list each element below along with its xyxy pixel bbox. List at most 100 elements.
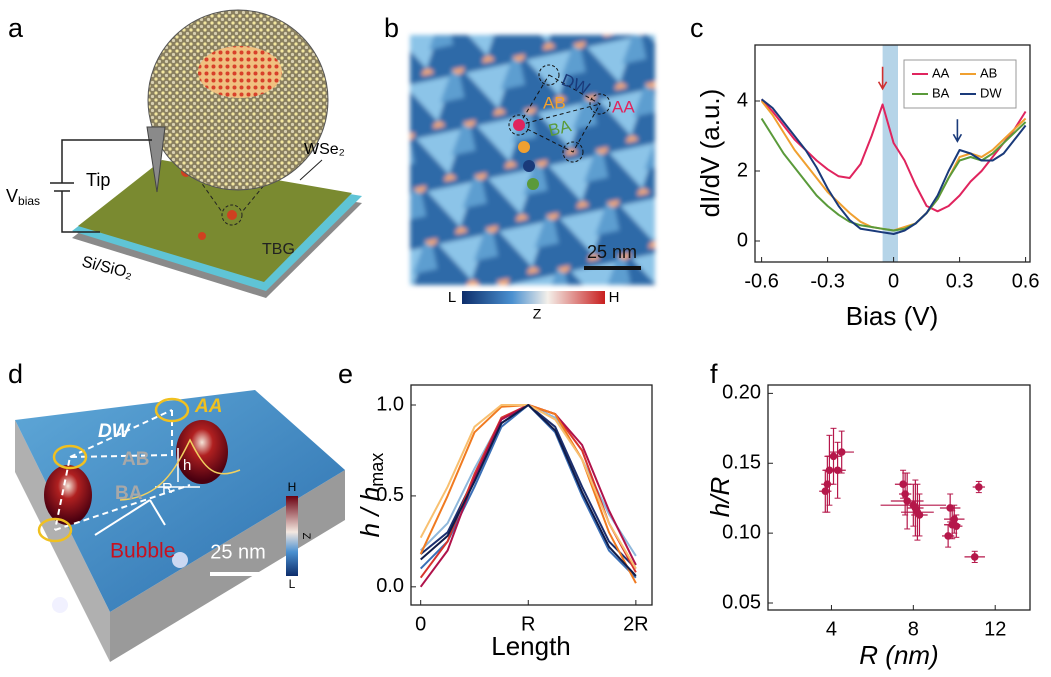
panel-letter: e [338,359,353,389]
point [901,490,909,498]
x-axis-label: Bias (V) [846,301,938,331]
bubble [44,465,92,525]
pointer [300,160,322,180]
point [975,483,983,491]
bubble [227,210,237,220]
r-label: R [162,480,173,497]
x-tick-label: -0.3 [810,270,844,292]
ba-label: BA [115,483,143,504]
point [830,452,838,460]
x-tick-label: 12 [984,618,1006,640]
scale-bar [210,572,265,576]
y-label-main: h / h [355,487,385,538]
series-line [421,405,636,576]
panel-d: d DW AA AB BA h R Bubble 25 nm H Z L [8,359,345,662]
panel-letter: a [8,13,24,43]
y-label-main: dI/dV (a.u.) [695,89,725,218]
panel-letter: f [710,359,718,389]
point [824,480,832,488]
cbar-mid: Z [300,533,312,540]
page: { "panels": { "a": {"label": "a", "v_mai… [0,0,1051,677]
plot-frame [768,385,1030,610]
y-label-main: h/R [705,477,735,517]
bump-small [52,597,68,613]
legend-box [904,60,1016,108]
bubble [198,232,206,240]
h-label: h [183,457,191,474]
x-tick-label: 0 [888,270,899,292]
scale-label: 25 nm [587,242,637,262]
series-line [421,405,636,569]
x-tick-label: 0 [415,613,426,635]
cbar-mid: Z [533,306,542,322]
legend-label: DW [980,85,1002,100]
figure: a Vbias Tip WSe₂ TBG Si/SiO₂ b [0,0,1051,677]
annotation-arrow [953,119,961,141]
cbar-high: H [288,480,297,494]
x-axis-label: R (nm) [859,640,938,670]
series-line [421,405,636,569]
x-axis-label: Length [491,631,571,661]
aa-label: AA [194,396,222,417]
cbar-low: L [448,289,456,306]
point [971,553,979,561]
ab-label: AB [543,93,566,112]
tbg-label: TBG [262,241,295,258]
y-tick-label: 2 [737,159,748,181]
colorbar [462,291,605,304]
series-line [421,405,636,583]
y-tick-label: 0.20 [722,382,761,404]
x-tick-label: 2R [623,613,649,635]
x-tick-label: -0.6 [744,270,778,292]
scale-bar [584,266,641,270]
series-line [421,405,636,578]
marker-ba [527,178,539,190]
x-tick-label: 4 [826,618,837,640]
point [822,487,830,495]
series-line [421,405,636,578]
point [950,515,958,523]
marker-ab [518,141,530,153]
vbias-label: Vbias [6,186,40,208]
x-tick-label: 8 [908,618,919,640]
legend-label: AA [932,65,950,80]
marker-dw [523,160,535,172]
x-tick-label: 0.6 [1012,270,1040,292]
point [912,504,920,512]
y-label-sub: max [367,453,387,487]
y-tick-label: 0.05 [722,591,761,613]
y-tick-label: 0 [737,229,748,251]
ab-label: AB [122,449,149,470]
legend-label: BA [932,85,950,100]
dw-label: DW [98,421,132,442]
y-axis-label: h/R [705,477,735,517]
vbias-sub: bias [18,194,40,208]
series-line [421,405,636,587]
aa-label: AA [612,97,635,116]
chart: f 4 8 12 0.05 0.10 0.15 0.20 R (nm) h/R [705,359,1030,670]
y-axis-label: dI/dV (a.u.) [695,89,725,218]
panel-letter: b [384,13,399,43]
y-tick-label: 0.15 [722,452,761,474]
magnifier [148,10,328,190]
vbias-main: V [6,186,18,206]
tip-label: Tip [86,170,110,190]
bubble-label: Bubble [110,540,175,563]
point [899,480,907,488]
panel-b: b DW AB AA BA 25 nm L Z H [384,13,655,322]
aa-region [198,46,282,98]
cbar-high: H [609,289,620,306]
marker-aa [513,119,525,131]
panel-letter: c [690,13,704,43]
y-axis-label: h / hmax [355,453,387,538]
chart: c -0.6 -0.3 0 0.3 0.6 0 2 4 Bias (V) dI/dV (a.u.) A… [690,13,1040,331]
colorbar [286,496,298,576]
y-tick-label: 4 [737,89,748,111]
x-tick-label: 0.3 [946,270,974,292]
panel-a: a Vbias Tip WSe₂ TBG Si/SiO₂ [6,10,362,298]
scale-label: 25 nm [210,541,266,563]
y-tick-label: 0.10 [722,521,761,543]
point [903,497,911,505]
cbar-low: L [289,577,296,591]
